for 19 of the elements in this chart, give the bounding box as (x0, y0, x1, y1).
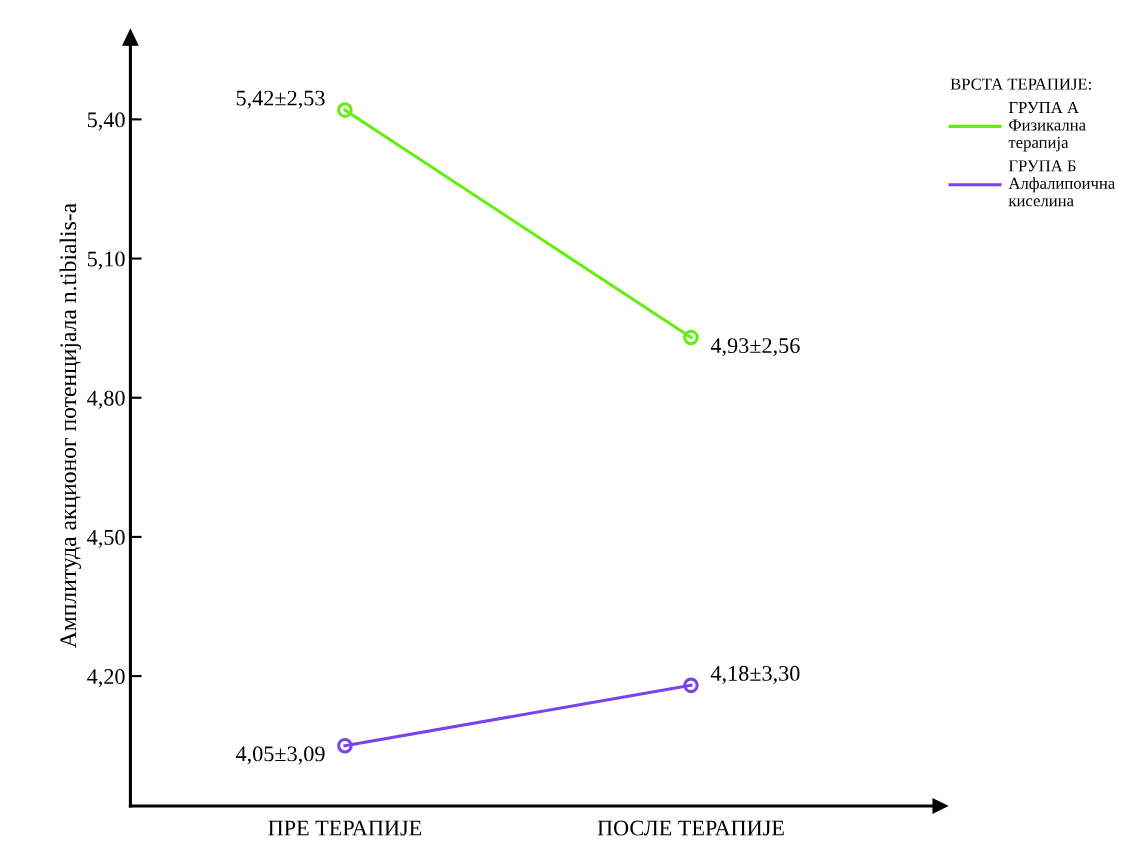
legend-title: ВРСТА ТЕРАПИЈЕ: (950, 78, 1091, 90)
x-tick-label: ПРЕ ТЕРАПИЈЕ (268, 820, 422, 836)
y-tick-label: 5,10 (87, 251, 125, 270)
data-label: 4,05±3,09 (235, 746, 325, 765)
point (683, 677, 699, 694)
y-tick-label: 4,20 (87, 669, 125, 688)
point (337, 102, 353, 118)
point (337, 737, 353, 754)
y-tick-label: 4,50 (87, 529, 125, 549)
y-tick-label: 5,40 (87, 112, 125, 131)
x-tick-label: ПОСЛЕ ТЕРАПИЈЕ (597, 820, 784, 836)
data-label: 4,93±2,56 (710, 338, 800, 357)
data-label: 5,42±2,53 (236, 90, 325, 109)
y-axis-title: Амплитуда акционог потенцијала n.tibialis-a (59, 203, 82, 649)
y-tick-label: 4,80 (87, 390, 125, 409)
legend-label: ГРУПА А Физикална терапија (1008, 101, 1086, 152)
point (683, 329, 699, 346)
data-label: 4,18±3,30 (710, 665, 800, 685)
legend-label: ГРУПА Б Алфалипоична киселина (1008, 160, 1115, 207)
